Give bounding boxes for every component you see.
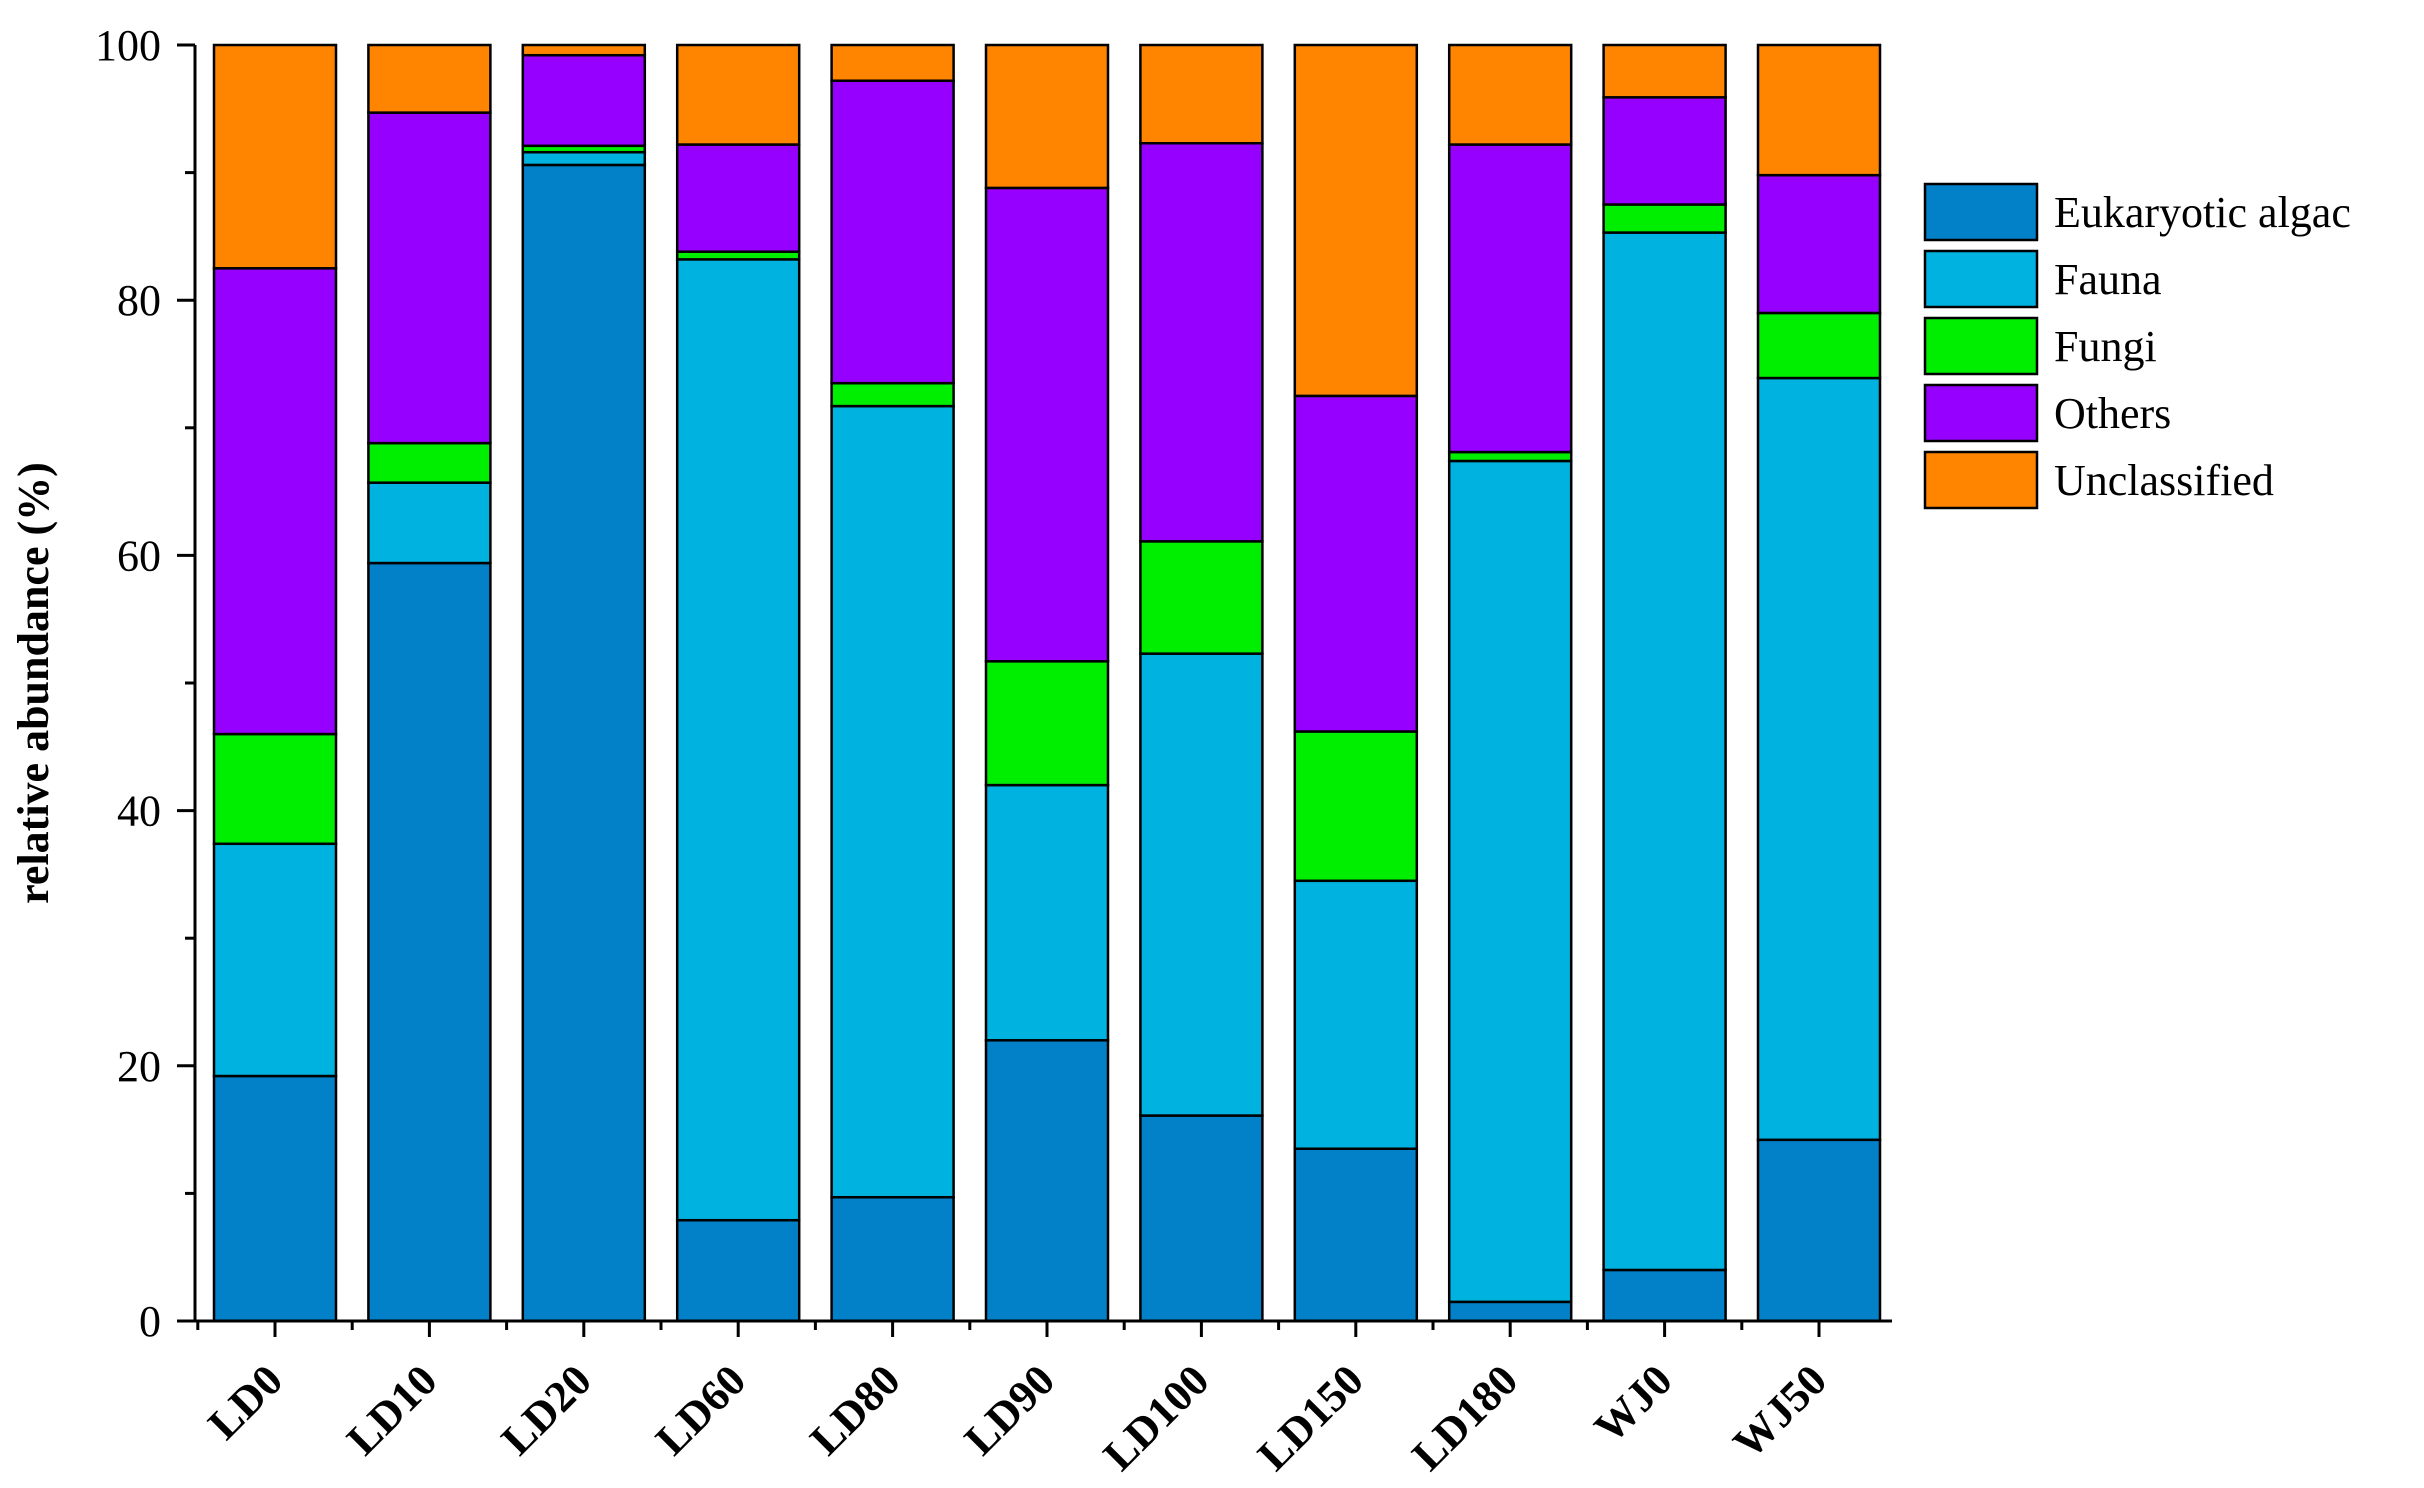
bar-segment-LD180-fungi xyxy=(1447,450,1573,463)
bar-segment-LD0-unclassified xyxy=(212,43,338,270)
bar-segment-LD10-eukaryotic-algac xyxy=(367,561,492,1323)
legend-swatch-fauna xyxy=(1923,249,2039,309)
bar-segment-WJ50-eukaryotic-algac xyxy=(1756,1138,1882,1323)
bar-segment-LD80-eukaryotic-algac xyxy=(830,1195,955,1323)
y-tick-label: 80 xyxy=(117,276,161,325)
bar-segment-LD180-others xyxy=(1447,143,1573,454)
bar-segment-LD150-unclassified xyxy=(1293,43,1419,398)
bar-segment-WJ50-fauna xyxy=(1756,376,1882,1142)
x-tick-label: LD80 xyxy=(801,1355,910,1464)
x-tick-label: LD100 xyxy=(1094,1355,1219,1480)
bar-segment-LD180-fauna xyxy=(1447,459,1573,1304)
bar-segment-LD150-others xyxy=(1293,394,1419,733)
bar-segment-LD80-others xyxy=(830,79,955,385)
bar-segment-LD0-fauna xyxy=(212,842,338,1078)
bar-segment-LD10-unclassified xyxy=(367,43,492,114)
x-tick-label: LD60 xyxy=(646,1355,755,1464)
bar-segment-LD60-fauna xyxy=(675,258,801,1222)
x-tick-label: LD90 xyxy=(955,1355,1064,1464)
bar-segment-LD60-eukaryotic-algac xyxy=(675,1218,801,1323)
bar-segment-LD90-eukaryotic-algac xyxy=(984,1039,1110,1323)
bar-segment-WJ0-others xyxy=(1602,96,1727,206)
legend-swatch-others xyxy=(1923,383,2039,443)
x-tick-label: WJ0 xyxy=(1585,1355,1682,1452)
bar-segment-LD100-fauna xyxy=(1139,652,1264,1117)
bar-segment-LD80-unclassified xyxy=(830,43,955,82)
y-tick-label: 100 xyxy=(95,21,161,70)
bar-segment-LD10-fauna xyxy=(367,481,492,565)
bar-segment-LD10-others xyxy=(367,111,492,445)
x-tick-label: WJ50 xyxy=(1724,1355,1836,1467)
bar-segment-LD90-unclassified xyxy=(984,43,1110,190)
bar-segment-LD100-eukaryotic-algac xyxy=(1139,1114,1264,1323)
bar-segment-LD20-eukaryotic-algac xyxy=(521,163,647,1323)
legend-label: Unclassified xyxy=(2054,456,2274,505)
y-tick-label: 40 xyxy=(117,787,161,836)
legend-label: Others xyxy=(2054,389,2171,438)
bar-segment-WJ0-fungi xyxy=(1602,203,1727,234)
bar-segment-WJ50-others xyxy=(1756,173,1882,315)
bar-segment-WJ50-unclassified xyxy=(1756,43,1882,177)
bar-segment-LD0-eukaryotic-algac xyxy=(212,1074,338,1323)
y-tick-label: 20 xyxy=(117,1042,161,1091)
y-axis-title: relative abundance (%) xyxy=(9,462,58,904)
bar-segment-LD20-unclassified xyxy=(521,43,647,57)
bar-segment-LD100-others xyxy=(1139,142,1264,543)
x-tick-label: LD20 xyxy=(492,1355,601,1464)
bar-segment-WJ0-fauna xyxy=(1602,231,1727,1272)
bars-layer xyxy=(212,43,1882,1323)
y-tick-label: 60 xyxy=(117,531,161,580)
legend-label: Fungi xyxy=(2054,322,2157,371)
bar-segment-WJ0-eukaryotic-algac xyxy=(1602,1268,1727,1323)
bar-segment-WJ0-unclassified xyxy=(1602,43,1727,99)
legend-label: Fauna xyxy=(2054,255,2162,304)
bar-segment-LD10-fungi xyxy=(367,441,492,484)
legend: Eukaryotic algac Fauna Fungi Others Unclassi… xyxy=(1923,182,2351,510)
bar-segment-LD60-others xyxy=(675,143,801,253)
x-tick-label: LD10 xyxy=(337,1355,446,1464)
bar-segment-LD0-others xyxy=(212,267,338,736)
x-tick-label: LD150 xyxy=(1248,1355,1373,1480)
bar-segment-LD150-eukaryotic-algac xyxy=(1293,1147,1419,1323)
bar-segment-LD90-fauna xyxy=(984,783,1110,1042)
bar-segment-LD150-fauna xyxy=(1293,879,1419,1150)
bar-segment-LD20-others xyxy=(521,53,647,148)
bar-segment-LD80-fauna xyxy=(830,404,955,1199)
bar-segment-WJ50-fungi xyxy=(1756,311,1882,380)
legend-swatch-fungi xyxy=(1923,316,2039,376)
bar-segment-LD150-fungi xyxy=(1293,730,1419,883)
x-tick-label: LD0 xyxy=(199,1355,292,1448)
legend-swatch-eukaryotic-algac xyxy=(1923,182,2039,242)
bar-segment-LD180-unclassified xyxy=(1447,43,1573,146)
bar-segment-LD100-fungi xyxy=(1139,540,1264,655)
bar-segment-LD90-fungi xyxy=(984,660,1110,787)
bar-segment-LD60-unclassified xyxy=(675,43,801,146)
bar-segment-LD80-fungi xyxy=(830,381,955,408)
x-tick-label: LD180 xyxy=(1403,1355,1528,1480)
y-tick-label: 0 xyxy=(139,1297,161,1346)
bar-segment-LD180-eukaryotic-algac xyxy=(1447,1300,1573,1323)
bar-segment-LD90-others xyxy=(984,186,1110,663)
bar-segment-LD20-fauna xyxy=(521,150,647,167)
legend-label: Eukaryotic algac xyxy=(2054,188,2351,237)
bar-segment-LD100-unclassified xyxy=(1139,43,1264,145)
legend-swatch-unclassified xyxy=(1923,450,2039,510)
bar-segment-LD0-fungi xyxy=(212,732,338,846)
